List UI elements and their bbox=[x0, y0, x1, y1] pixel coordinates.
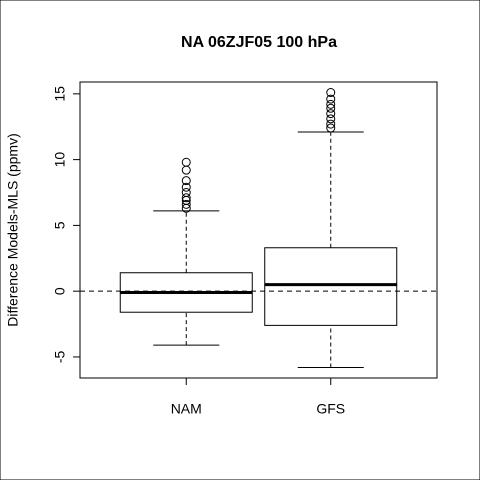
plot-frame bbox=[79, 81, 438, 379]
y-tick-label: 5 bbox=[52, 221, 68, 229]
outlier bbox=[181, 199, 191, 209]
outlier bbox=[326, 94, 336, 104]
outlier bbox=[326, 123, 336, 133]
y-axis-label: Difference Models-MLS (ppmv) bbox=[5, 133, 21, 326]
outlier bbox=[326, 103, 336, 113]
outlier bbox=[326, 88, 336, 98]
y-tick-label: 10 bbox=[52, 152, 68, 168]
outlier bbox=[326, 114, 336, 124]
outlier bbox=[181, 165, 191, 175]
x-tick-label: NAM bbox=[171, 401, 202, 417]
x-tick-label: GFS bbox=[316, 401, 345, 417]
outlier bbox=[181, 176, 191, 186]
outlier bbox=[181, 188, 191, 198]
outlier bbox=[181, 182, 191, 192]
y-tick-label: 0 bbox=[52, 287, 68, 295]
outlier bbox=[181, 193, 191, 203]
outlier bbox=[181, 157, 191, 167]
outlier bbox=[326, 109, 336, 119]
outlier bbox=[326, 119, 336, 129]
chart-title: NA 06ZJF05 100 hPa bbox=[181, 34, 337, 51]
y-tick-label: 15 bbox=[52, 86, 68, 102]
outlier bbox=[326, 99, 336, 109]
box bbox=[264, 247, 398, 326]
y-tick-label: -5 bbox=[52, 351, 68, 364]
